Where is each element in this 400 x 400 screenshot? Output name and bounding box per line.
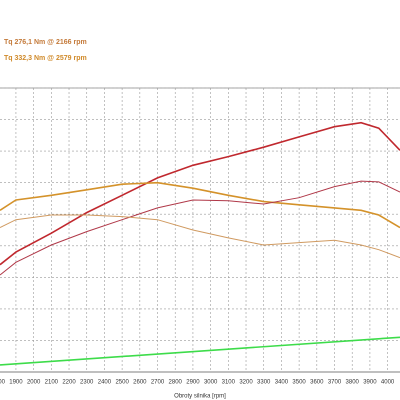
series-line: [0, 336, 400, 366]
x-tick-label: 2100: [45, 380, 59, 386]
x-tick-label: 1800: [0, 380, 6, 386]
x-tick-label: 2800: [169, 380, 183, 386]
annotation: Tq 332,3 Nm @ 2579 rpm: [4, 55, 87, 62]
x-tick-label: 3600: [310, 380, 324, 386]
series-line: [0, 121, 400, 266]
series-line: [0, 214, 400, 259]
x-tick-label: 2400: [98, 380, 112, 386]
x-tick-label: 3400: [275, 380, 289, 386]
x-tick-label: 3200: [239, 380, 253, 386]
series-line: [0, 181, 400, 229]
x-tick-label: 2500: [115, 380, 129, 386]
x-tick-label: 3000: [204, 380, 218, 386]
x-tick-label: 2900: [186, 380, 200, 386]
x-tick-label: 1900: [9, 380, 23, 386]
x-axis-label: Obroty silnika [rpm]: [174, 394, 226, 400]
x-tick-label: 2000: [27, 380, 41, 386]
x-tick-label: 2200: [62, 380, 76, 386]
x-tick-label: 2700: [151, 380, 165, 386]
x-tick-label: 3800: [346, 380, 360, 386]
x-tick-label: 3300: [257, 380, 271, 386]
x-tick-label: 2600: [133, 380, 147, 386]
x-tick-label: 3900: [363, 380, 377, 386]
x-tick-label: 3100: [222, 380, 236, 386]
x-tick-label: 4000: [381, 380, 395, 386]
x-tick-label: 3500: [292, 380, 306, 386]
x-tick-label: 2300: [80, 380, 94, 386]
x-tick-label: 3700: [328, 380, 342, 386]
annotation: Tq 276,1 Nm @ 2166 rpm: [4, 39, 87, 46]
series-line: [0, 180, 400, 276]
